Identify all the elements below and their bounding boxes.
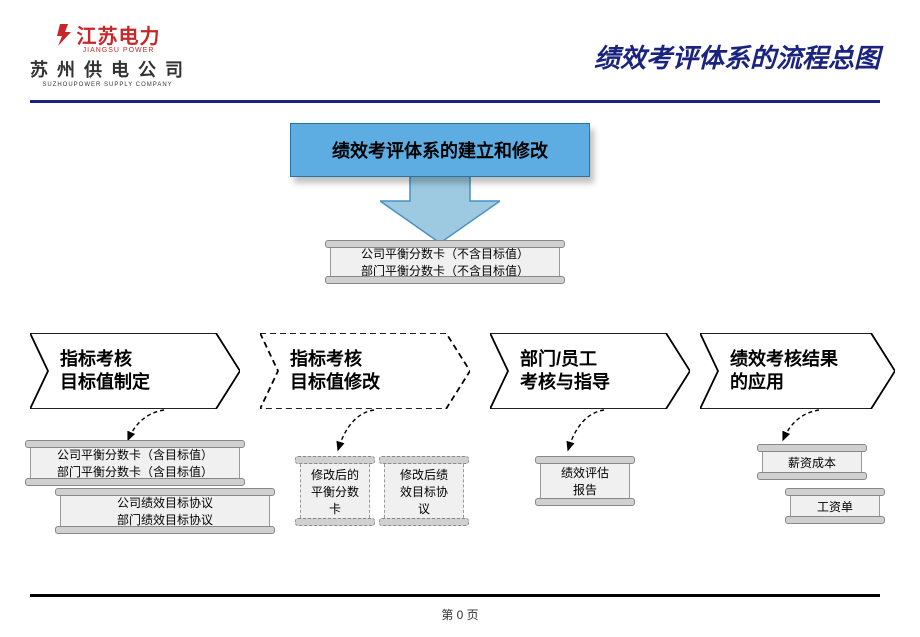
header: 江苏电力 JIANGSU POWER 苏 州 供 电 公 司 SUZHOUPOW… [0, 0, 920, 96]
connector-arrow-3 [775, 408, 825, 444]
connector-arrow-2 [560, 408, 610, 454]
down-arrow-icon [380, 171, 500, 245]
scroll-top: 公司平衡分数卡（不含目标值） 部门平衡分数卡（不含目标值） [330, 243, 560, 281]
scroll-doc-6: 工资单 [790, 491, 880, 521]
scroll-doc-1: 公司绩效目标协议部门绩效目标协议 [60, 491, 270, 531]
scroll-line: 公司绩效目标协议 [117, 494, 213, 511]
scroll-line: 效目标协 [400, 483, 448, 500]
process-chevron-2: 部门/员工考核与指导 [490, 333, 690, 409]
process-chevron-0: 指标考核目标值制定 [30, 333, 240, 409]
scroll-line: 修改后绩 [400, 466, 448, 483]
page-number: 第 0 页 [0, 606, 920, 623]
connector-arrow-0 [120, 408, 170, 444]
scroll-line: 部门平衡分数卡（含目标值） [57, 463, 213, 480]
chevron-text: 指标考核目标值修改 [290, 348, 380, 395]
process-chevron-3: 绩效考核结果的应用 [700, 333, 895, 409]
logo-en-main: JIANGSU POWER [83, 47, 155, 54]
scroll-doc-3: 修改后绩效目标协议 [384, 459, 464, 523]
scroll-line: 绩效评估 [561, 464, 609, 481]
logo-cn-main: 江苏电力 [77, 20, 161, 49]
scroll-line: 部门平衡分数卡（不含目标值） [361, 262, 529, 279]
process-chevron-1: 指标考核目标值修改 [260, 333, 470, 409]
scroll-doc-4: 绩效评估报告 [540, 459, 630, 503]
logo-block: 江苏电力 JIANGSU POWER 苏 州 供 电 公 司 SUZHOUPOW… [30, 20, 185, 88]
scroll-line: 议 [418, 500, 430, 517]
scroll-doc-0: 公司平衡分数卡（含目标值）部门平衡分数卡（含目标值） [30, 443, 240, 483]
footer-rule [30, 594, 880, 597]
chevron-text: 绩效考核结果的应用 [730, 348, 838, 395]
scroll-line: 工资单 [817, 498, 853, 515]
power-logo-icon [55, 24, 73, 46]
diagram-canvas: 绩效考评体系的建立和修改 公司平衡分数卡（不含目标值） 部门平衡分数卡（不含目标… [0, 103, 920, 573]
scroll-line: 部门绩效目标协议 [117, 511, 213, 528]
scroll-line: 公司平衡分数卡（含目标值） [57, 446, 213, 463]
logo-en-sub: SUZHOUPOWER SUPPLY COMPANY [42, 82, 172, 88]
chevron-text: 指标考核目标值制定 [60, 348, 150, 395]
chevron-text: 部门/员工考核与指导 [520, 348, 610, 395]
scroll-line: 修改后的 [311, 466, 359, 483]
logo-cn-sub: 苏 州 供 电 公 司 [30, 56, 185, 82]
scroll-doc-2: 修改后的平衡分数卡 [300, 459, 370, 523]
scroll-line: 卡 [329, 500, 341, 517]
top-process-box: 绩效考评体系的建立和修改 [290, 123, 590, 177]
page-title: 绩效考评体系的流程总图 [594, 38, 880, 75]
scroll-line: 平衡分数 [311, 483, 359, 500]
scroll-line: 薪资成本 [788, 454, 836, 471]
scroll-doc-5: 薪资成本 [762, 447, 862, 477]
scroll-line: 报告 [573, 481, 597, 498]
connector-arrow-1 [330, 408, 380, 454]
scroll-line: 公司平衡分数卡（不含目标值） [361, 245, 529, 262]
